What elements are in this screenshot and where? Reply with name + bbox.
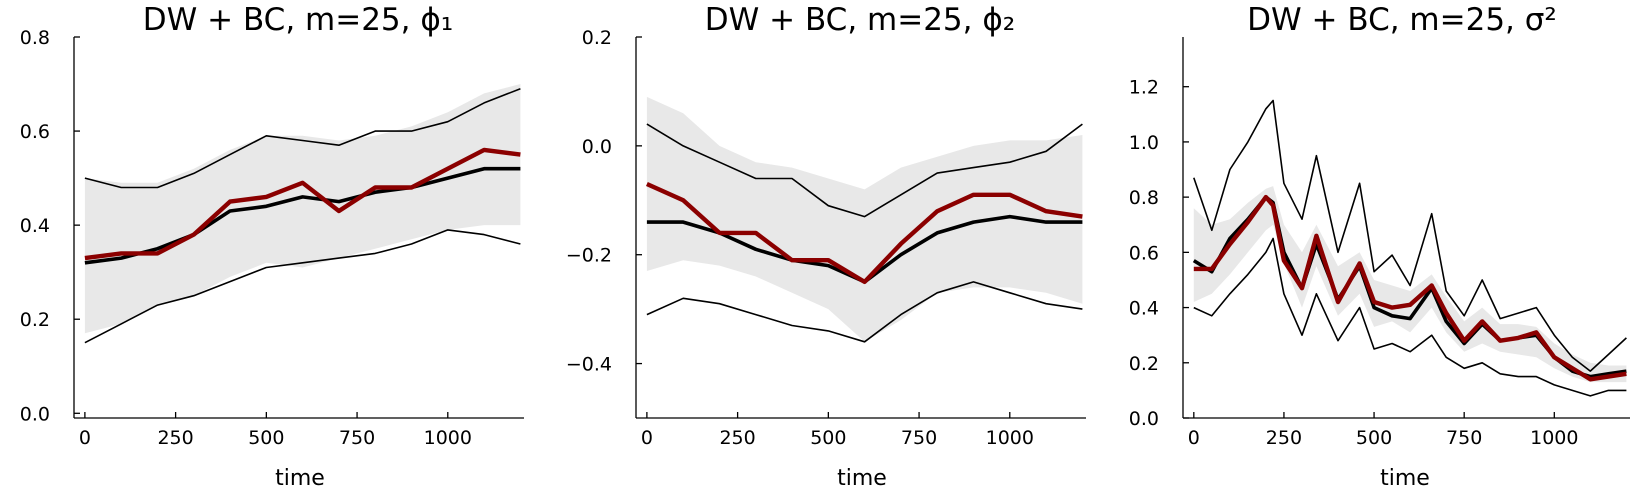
y-tick-label: 0.4 [20, 215, 50, 237]
x-axis-label: time [1380, 466, 1430, 491]
lower-bound-line [646, 281, 1083, 343]
x-tick-label: 250 [1266, 427, 1302, 449]
lower-bound-line [1193, 237, 1627, 397]
upper-bound-line [1193, 99, 1627, 372]
x-tick-label: 500 [1356, 427, 1392, 449]
y-tick-label: −0.2 [566, 245, 612, 267]
x-tick-label: 500 [248, 427, 284, 449]
y-tick-label: −0.4 [566, 354, 612, 376]
y-tick-label: 0.2 [582, 27, 612, 49]
interval-band [1193, 186, 1627, 383]
x-tick-label: 250 [719, 427, 755, 449]
panel-phi1: DW + BC, m=25, ϕ₁ time 0 250 500 750 1000 0.0… [20, 2, 524, 491]
x-tick-label: 250 [157, 427, 193, 449]
x-tick-label: 0 [1188, 427, 1200, 449]
y-tick-label: 0.2 [1129, 353, 1159, 375]
interval-band [84, 84, 521, 334]
x-tick-label: 1000 [1530, 427, 1578, 449]
y-tick-label: 0.6 [1129, 242, 1159, 264]
x-tick-label: 750 [901, 427, 937, 449]
lower-bound-line [84, 229, 521, 344]
y-tick-label: 1.0 [1129, 132, 1159, 154]
y-tick-label: 0.8 [20, 27, 50, 49]
y-tick-label: 0.0 [582, 136, 612, 158]
y-tick-label: 0.8 [1129, 187, 1159, 209]
y-tick-label: 0.2 [20, 309, 50, 331]
y-tick-label: 0.6 [20, 121, 50, 143]
x-tick-label: 1000 [986, 427, 1034, 449]
upper-bound-line [646, 123, 1083, 218]
x-axis-label: time [837, 466, 887, 491]
x-tick-label: 500 [810, 427, 846, 449]
x-tick-label: 750 [339, 427, 375, 449]
x-tick-label: 0 [641, 427, 653, 449]
mean-line [84, 166, 521, 265]
y-tick-label: 0.4 [1129, 298, 1159, 320]
chart-title: DW + BC, m=25, ϕ₁ [143, 2, 453, 38]
estimate-line [84, 147, 521, 261]
interval-band [646, 96, 1083, 342]
x-tick-label: 0 [79, 427, 91, 449]
x-tick-label: 750 [1446, 427, 1482, 449]
chart-title: DW + BC, m=25, ϕ₂ [705, 2, 1015, 38]
chart-title: DW + BC, m=25, σ² [1247, 2, 1557, 38]
y-tick-label: 0.0 [20, 403, 50, 425]
estimate-line [645, 181, 1083, 285]
panel-sigma2: DW + BC, m=25, σ² time 0 250 500 750 1000 0.0… [1129, 2, 1630, 491]
estimate-line [1193, 194, 1627, 382]
y-tick-label: 1.2 [1129, 77, 1159, 99]
panel-phi2: DW + BC, m=25, ϕ₂ time 0 250 500 750 1000 −0.… [566, 2, 1086, 491]
upper-bound-line [84, 87, 521, 189]
y-tick-label: 0.0 [1129, 408, 1159, 430]
x-axis-label: time [275, 466, 325, 491]
x-tick-label: 1000 [424, 427, 472, 449]
